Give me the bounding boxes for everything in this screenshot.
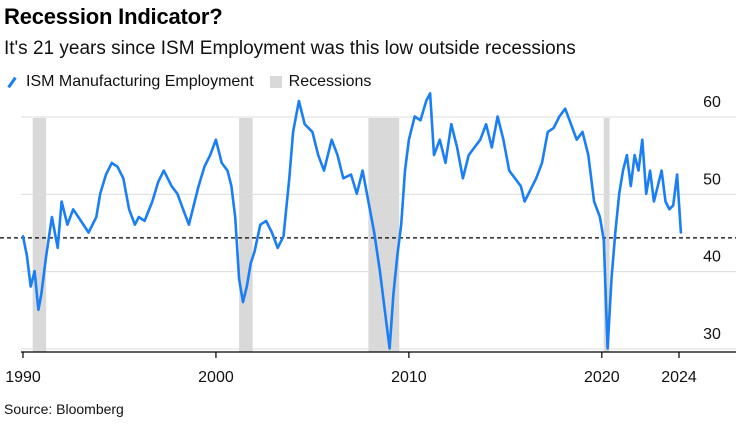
- y-tick-label-60: 60: [703, 94, 721, 111]
- legend-item-series: ISM Manufacturing Employment: [4, 73, 254, 91]
- recession-band-1: [239, 118, 253, 352]
- x-tick-label-2000: 2000: [198, 369, 234, 386]
- legend-recessions-label: Recessions: [288, 73, 372, 90]
- series-line-0: [21, 92, 683, 350]
- legend-recession-swatch: [269, 76, 282, 88]
- source-note: Source: Bloomberg: [4, 401, 124, 417]
- y-tick-label-50: 50: [703, 171, 721, 188]
- recession-band-3: [603, 118, 610, 352]
- legend-series-label: ISM Manufacturing Employment: [26, 73, 254, 90]
- x-tick-label-2024: 2024: [661, 369, 697, 386]
- legend-item-recessions: Recessions: [269, 73, 372, 91]
- y-tick-label-30: 30: [703, 326, 721, 343]
- recession-band-0: [32, 118, 47, 352]
- recession-band-2: [368, 118, 400, 352]
- x-tick-label-2020: 2020: [584, 369, 620, 386]
- chart-subtitle: It's 21 years since ISM Employment was t…: [4, 38, 576, 59]
- y-tick-label-40: 40: [703, 249, 721, 266]
- chart-title: Recession Indicator?: [4, 4, 223, 29]
- x-tick-label-1990: 1990: [5, 369, 41, 386]
- legend: ISM Manufacturing Employment Recessions: [4, 72, 387, 92]
- x-tick-label-2010: 2010: [391, 369, 427, 386]
